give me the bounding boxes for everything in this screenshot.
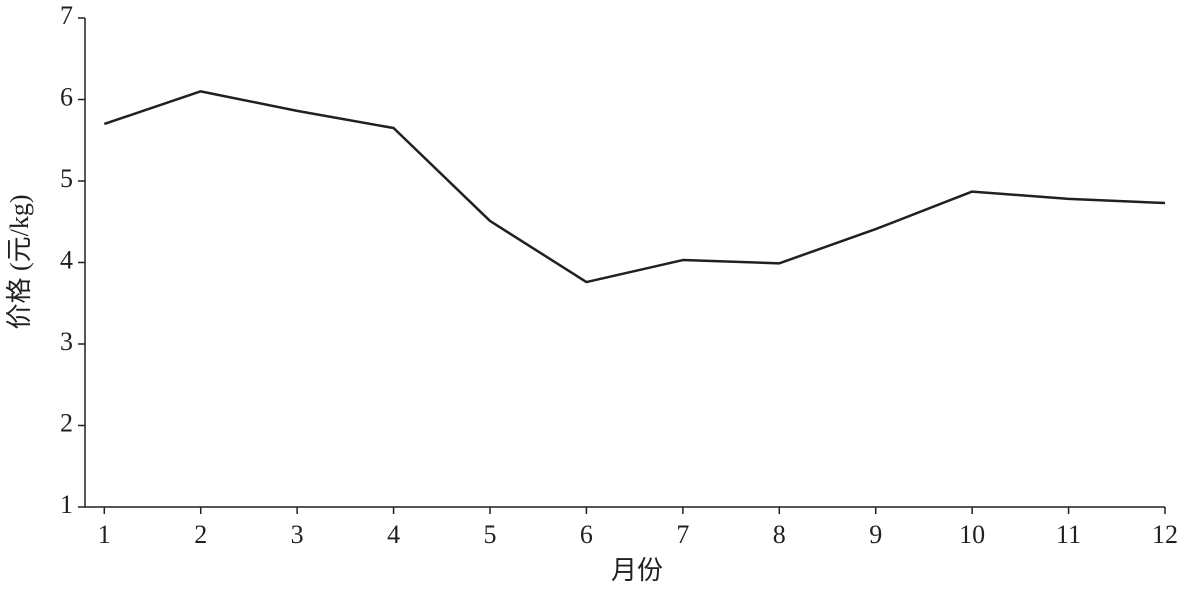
x-tick-label: 12 [1152,520,1178,549]
y-tick-label: 4 [60,245,73,274]
y-tick-label: 3 [60,327,73,356]
y-tick-label: 1 [60,490,73,519]
y-tick-label: 7 [60,1,73,30]
x-tick-label: 9 [869,520,882,549]
x-tick-label: 4 [387,520,400,549]
x-tick-label: 11 [1056,520,1081,549]
x-tick-label: 5 [484,520,497,549]
y-tick-label: 6 [60,82,73,111]
x-tick-label: 3 [291,520,304,549]
y-tick-label: 5 [60,164,73,193]
x-tick-label: 10 [959,520,985,549]
line [103,90,1166,284]
x-tick-label: 2 [194,520,207,549]
x-tick-label: 8 [773,520,786,549]
x-tick-label: 7 [676,520,689,549]
y-tick-label: 2 [60,408,73,437]
y-axis-label: 价格 (元/kg) [5,194,34,329]
x-tick-label: 6 [580,520,593,549]
x-tick-label: 1 [98,520,111,549]
x-axis-label: 月份 [611,556,663,585]
